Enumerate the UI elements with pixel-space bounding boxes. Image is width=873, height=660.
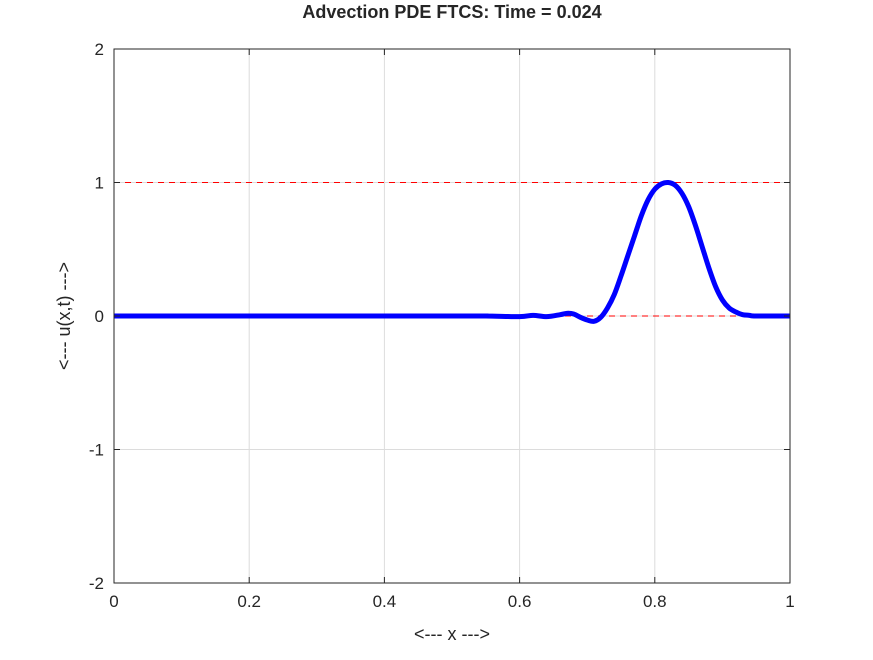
y-axis-label: <--- u(x,t) ---> bbox=[54, 262, 74, 370]
x-tick-label: 0.2 bbox=[237, 592, 261, 611]
x-tick-label: 0 bbox=[109, 592, 118, 611]
x-tick-label: 0.8 bbox=[643, 592, 667, 611]
x-tick-label: 0.4 bbox=[373, 592, 397, 611]
y-tick-label: 1 bbox=[95, 174, 104, 193]
y-tick-label: -2 bbox=[89, 574, 104, 593]
chart-title: Advection PDE FTCS: Time = 0.024 bbox=[302, 2, 601, 22]
series-line bbox=[113, 179, 791, 324]
ticks: 0 0.2 0.4 0.6 0.8 1 -2 -1 0 1 2 bbox=[89, 40, 795, 611]
x-tick-label: 1 bbox=[785, 592, 794, 611]
y-tick-label: -1 bbox=[89, 441, 104, 460]
x-axis-label: <--- x ---> bbox=[414, 624, 490, 644]
series-group bbox=[113, 179, 791, 324]
y-tick-label: 0 bbox=[95, 307, 104, 326]
x-tick-label: 0.6 bbox=[508, 592, 532, 611]
y-tick-label: 2 bbox=[95, 40, 104, 59]
